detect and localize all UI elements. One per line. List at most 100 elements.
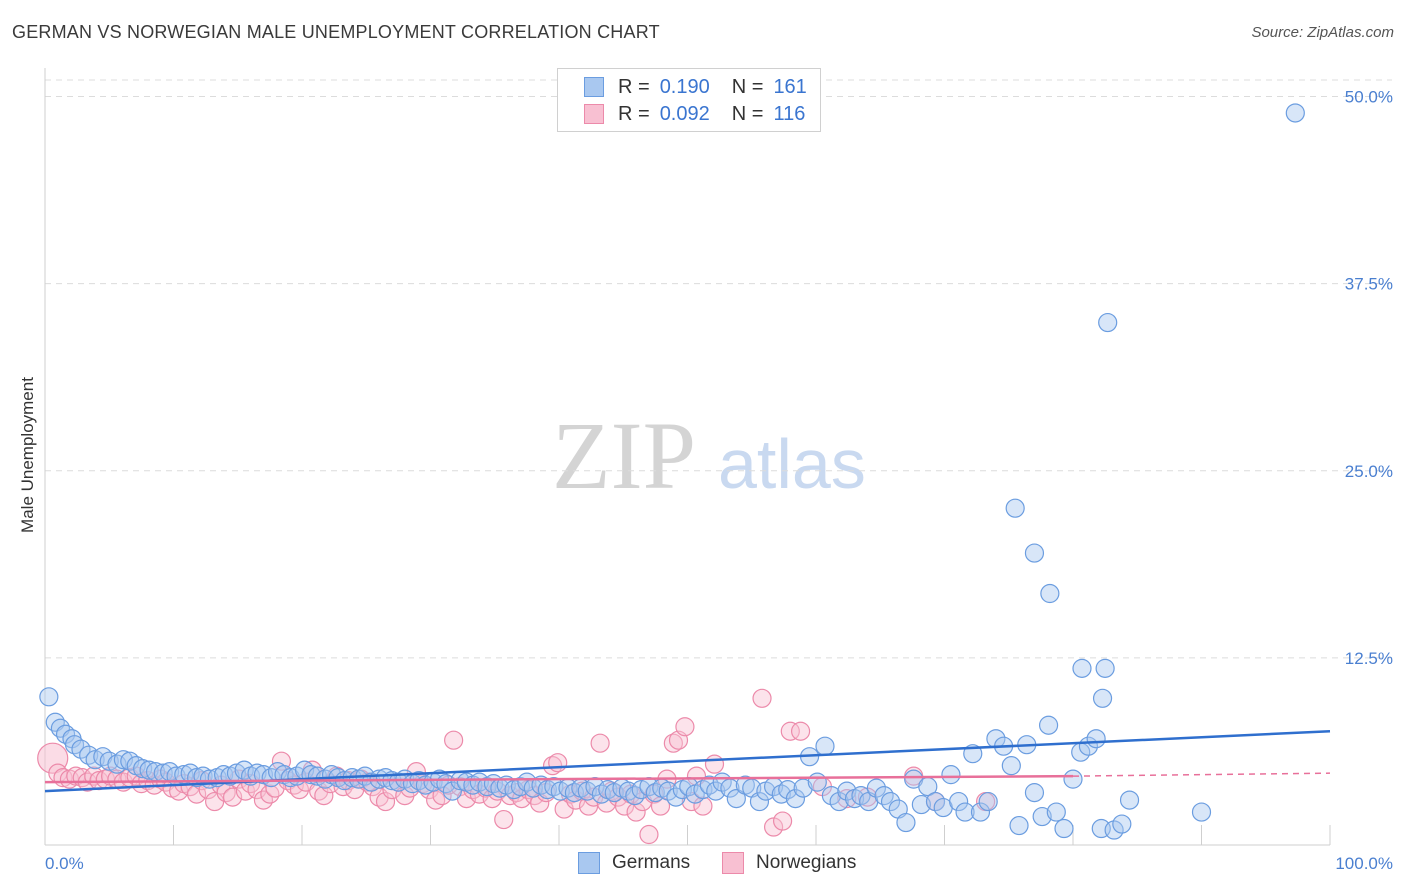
norwegian-point <box>772 811 793 831</box>
norwegian-trend-extension <box>1072 772 1331 777</box>
watermark-atlas: atlas <box>718 425 866 503</box>
german-point <box>99 751 119 771</box>
chart-title: GERMAN VS NORWEGIAN MALE UNEMPLOYMENT CO… <box>12 22 660 42</box>
german-point <box>1046 802 1066 822</box>
legend-n-value: 161 <box>773 75 807 98</box>
y-tick-label: 50.0% <box>1345 88 1393 107</box>
norwegian-point <box>375 791 396 812</box>
german-point <box>1054 818 1074 839</box>
german-point <box>925 791 946 812</box>
german-point <box>949 791 969 812</box>
german-point <box>1119 790 1140 810</box>
y-tick-label: 12.5% <box>1345 649 1393 668</box>
norwegian-trend-line <box>44 774 1074 784</box>
source-label: Source: ZipAtlas.com <box>1251 24 1394 41</box>
y-tick-label: 37.5% <box>1345 275 1393 294</box>
legend-swatch-norwegians <box>722 852 744 874</box>
german-point <box>837 781 857 801</box>
german-point <box>880 791 901 812</box>
legend-swatch-germans <box>578 852 600 874</box>
german-point <box>785 788 806 809</box>
legend-r-label: R = <box>618 102 650 125</box>
german-point <box>726 788 746 809</box>
german-point <box>1040 583 1060 604</box>
german-point <box>1104 820 1124 840</box>
norwegian-point <box>837 788 857 809</box>
legend-n-value: 116 <box>773 102 806 125</box>
legend-r-value: 0.190 <box>659 75 710 98</box>
x-tick-label: 100.0% <box>1335 854 1393 873</box>
german-point <box>361 772 381 792</box>
german-point <box>442 781 462 801</box>
german-point <box>821 785 842 806</box>
german-point <box>851 785 871 806</box>
german-point <box>866 778 886 798</box>
norwegian-point <box>590 733 610 753</box>
german-point <box>749 791 770 812</box>
norwegian-point <box>37 742 69 774</box>
norwegian-point <box>704 754 725 774</box>
german-point <box>1032 806 1052 827</box>
legend-n-label: N = <box>731 102 764 125</box>
correlation-legend: R = 0.190 N = 161 R = 0.092 N = 116 <box>557 68 821 132</box>
german-point <box>1191 802 1212 822</box>
german-point <box>815 736 835 756</box>
norwegian-point <box>260 784 280 804</box>
german-point <box>1024 543 1045 563</box>
legend-item-germans[interactable]: Germans <box>578 852 690 874</box>
legend-r-value: 0.092 <box>659 102 710 125</box>
legend-row-germans: R = 0.190 N = 161 <box>558 74 807 100</box>
legend-r-label: R = <box>618 75 650 98</box>
trend-lines <box>44 729 1331 793</box>
german-point <box>666 787 686 807</box>
legend-swatch-norwegians <box>584 104 604 124</box>
series-legend: Germans Norwegians <box>0 852 1406 878</box>
german-point <box>550 781 570 801</box>
norwegian-point <box>675 717 695 737</box>
german-point <box>39 687 59 707</box>
german-point <box>1024 783 1045 803</box>
norwegian-point <box>432 785 452 806</box>
german-point <box>253 765 274 785</box>
german-point <box>1112 814 1132 834</box>
german-point <box>1092 688 1113 708</box>
y-tick-label: 25.0% <box>1345 462 1393 481</box>
german-point <box>1086 729 1106 749</box>
german-point <box>793 778 813 798</box>
grid-lines <box>45 79 1392 659</box>
german-point <box>896 812 916 833</box>
german-point <box>658 781 678 801</box>
german-point <box>829 791 849 812</box>
x-tick-label: 0.0% <box>45 854 84 873</box>
watermark-zip: ZIP <box>552 402 696 509</box>
norwegian-point <box>790 721 811 741</box>
german-point <box>1005 498 1025 518</box>
tick-labels: 12.5% 25.0% 37.5% 50.0% 0.0% 100.0% <box>45 88 1393 874</box>
german-point <box>955 802 975 822</box>
axes <box>44 68 1331 846</box>
german-point <box>1072 658 1092 678</box>
german-point <box>1098 312 1118 333</box>
norwegian-point <box>693 796 713 816</box>
legend-n-label: N = <box>731 75 764 98</box>
norwegian-point <box>639 824 659 845</box>
legend-label-norwegians: Norwegians <box>756 852 857 873</box>
legend-row-norwegians: R = 0.092 N = 116 <box>558 101 805 127</box>
german-point <box>911 794 931 815</box>
norwegian-point <box>444 730 464 750</box>
german-point <box>1285 103 1305 123</box>
german-point <box>139 760 159 780</box>
legend-label-germans: Germans <box>612 852 691 873</box>
german-point <box>71 739 91 759</box>
german-point <box>1038 715 1059 735</box>
legend-item-norwegians[interactable]: Norwegians <box>722 852 856 874</box>
german-point <box>807 772 827 792</box>
watermark: ZIP atlas <box>552 402 866 509</box>
german-point <box>1009 815 1029 836</box>
norwegian-point <box>542 756 563 776</box>
norwegian-point <box>752 688 772 708</box>
norwegian-point <box>494 809 514 830</box>
norwegian-point <box>314 785 334 806</box>
german-point <box>978 791 998 812</box>
